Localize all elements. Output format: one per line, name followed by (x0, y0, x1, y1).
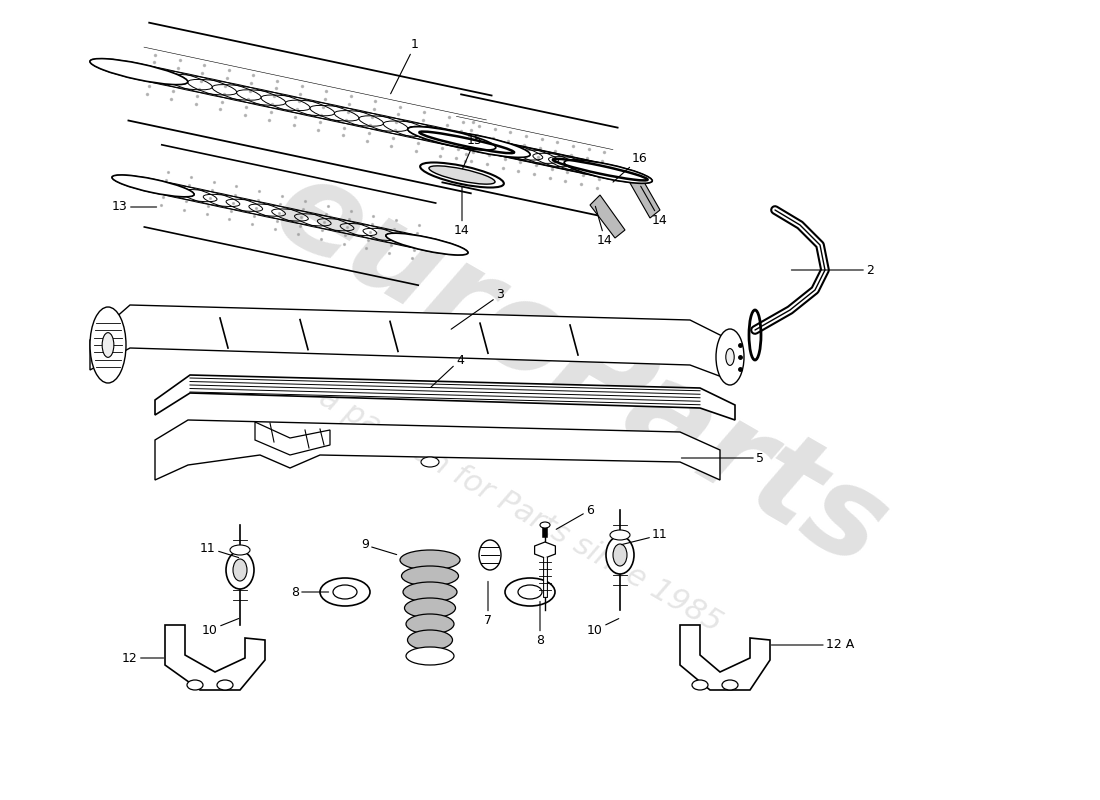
Text: 3: 3 (451, 289, 504, 330)
Text: a passion for Parts since 1985: a passion for Parts since 1985 (314, 382, 726, 638)
Text: 9: 9 (361, 538, 397, 554)
Text: 16: 16 (613, 151, 648, 182)
Polygon shape (590, 195, 625, 238)
Ellipse shape (386, 233, 468, 255)
Polygon shape (535, 542, 556, 558)
Polygon shape (680, 625, 770, 690)
Polygon shape (255, 422, 330, 455)
Ellipse shape (505, 578, 556, 606)
Ellipse shape (420, 162, 504, 187)
Polygon shape (165, 625, 265, 690)
Ellipse shape (429, 166, 495, 184)
Ellipse shape (421, 457, 439, 467)
Ellipse shape (540, 522, 550, 528)
Polygon shape (630, 175, 660, 218)
Text: 10: 10 (587, 618, 618, 637)
Text: 15: 15 (463, 134, 483, 169)
Text: 11: 11 (200, 542, 239, 558)
Text: 1: 1 (390, 38, 419, 94)
Text: 10: 10 (202, 618, 239, 637)
Ellipse shape (564, 160, 652, 183)
Ellipse shape (233, 559, 248, 581)
Text: 5: 5 (681, 451, 764, 465)
Text: 8: 8 (292, 586, 329, 598)
Ellipse shape (230, 545, 250, 555)
Text: 14: 14 (595, 206, 613, 246)
Ellipse shape (402, 566, 459, 586)
Ellipse shape (406, 614, 454, 634)
Ellipse shape (320, 578, 370, 606)
Polygon shape (155, 420, 720, 480)
Ellipse shape (606, 536, 634, 574)
Ellipse shape (407, 630, 452, 650)
Ellipse shape (408, 126, 496, 150)
Text: 8: 8 (536, 602, 544, 646)
Ellipse shape (102, 333, 114, 358)
Ellipse shape (217, 680, 233, 690)
Ellipse shape (90, 307, 126, 383)
Text: 14: 14 (640, 186, 668, 226)
Text: 14: 14 (454, 186, 470, 237)
Ellipse shape (226, 551, 254, 589)
Ellipse shape (610, 530, 630, 540)
Ellipse shape (112, 175, 195, 197)
Text: 12: 12 (122, 651, 164, 665)
Ellipse shape (726, 349, 734, 366)
Ellipse shape (692, 680, 708, 690)
Ellipse shape (90, 58, 188, 85)
Text: 11: 11 (621, 529, 668, 545)
Ellipse shape (333, 585, 358, 599)
Text: 12 A: 12 A (771, 638, 854, 651)
Ellipse shape (722, 680, 738, 690)
Ellipse shape (613, 544, 627, 566)
Ellipse shape (405, 598, 455, 618)
Ellipse shape (403, 582, 456, 602)
Ellipse shape (478, 540, 500, 570)
Ellipse shape (400, 550, 460, 570)
Ellipse shape (187, 680, 204, 690)
Ellipse shape (716, 329, 744, 385)
Ellipse shape (432, 131, 530, 158)
Text: 13: 13 (112, 201, 156, 214)
Text: 6: 6 (557, 503, 594, 530)
Polygon shape (155, 375, 735, 420)
Text: 4: 4 (431, 354, 464, 387)
Ellipse shape (518, 585, 542, 599)
Text: 7: 7 (484, 582, 492, 626)
Polygon shape (90, 305, 730, 380)
Text: euroParts: euroParts (253, 146, 906, 594)
Ellipse shape (406, 647, 454, 665)
Text: 2: 2 (791, 263, 873, 277)
